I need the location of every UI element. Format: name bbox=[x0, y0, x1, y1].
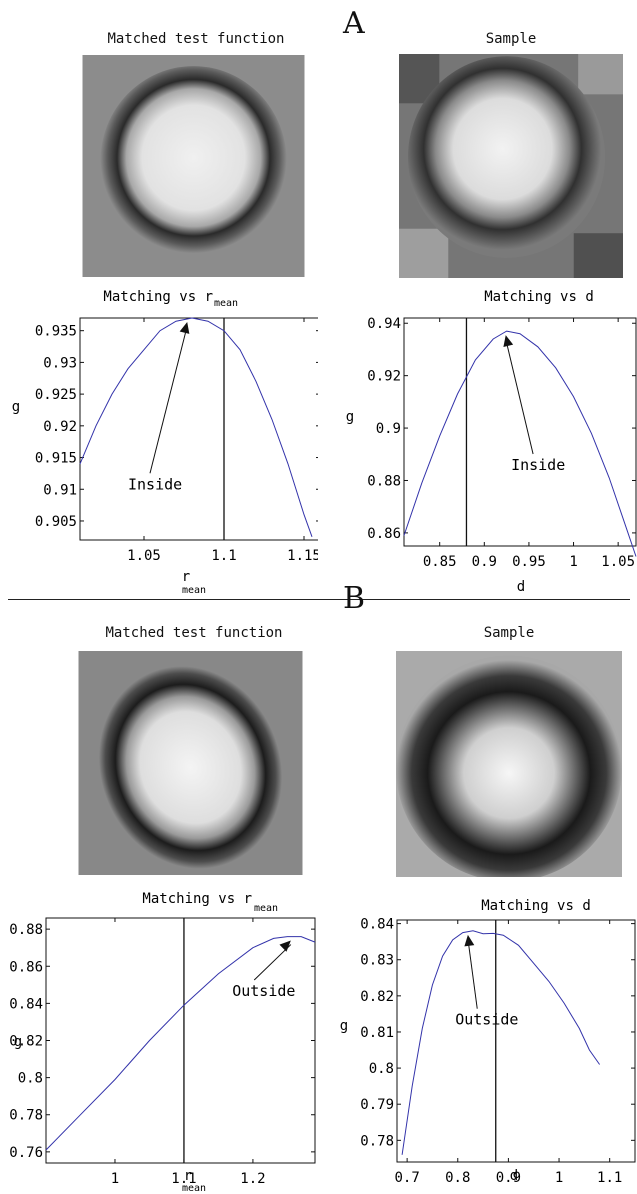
y-tick-label: 0.94 bbox=[367, 316, 401, 332]
x-tick-label: 0.95 bbox=[512, 554, 546, 570]
x-tick-label: 0.7 bbox=[394, 1170, 419, 1186]
y-tick-label: 0.79 bbox=[360, 1097, 394, 1113]
panel-letter-a: A bbox=[343, 6, 365, 41]
annotation-arrow-shaft bbox=[505, 338, 534, 455]
y-tick-label: 0.84 bbox=[360, 917, 394, 933]
chart-a-matching-vs-d: Matching vs d 0.85 0.9 0.95 1 1.050.860.880.… bbox=[346, 289, 637, 595]
y-tick-label: 0.84 bbox=[9, 996, 43, 1012]
y-tick-label: 0.92 bbox=[367, 369, 401, 385]
y-tick-label: 0.88 bbox=[9, 922, 43, 938]
image-title-sample-a: Sample bbox=[485, 31, 537, 47]
annotation-arrow-shaft bbox=[253, 944, 292, 981]
y-tick-label: 0.935 bbox=[35, 324, 77, 340]
matched-test-function-image-a bbox=[82, 55, 305, 277]
matched-test-function-image-b bbox=[78, 651, 303, 875]
axes-frame bbox=[45, 917, 316, 1164]
chart-title: Matching vs d bbox=[484, 289, 594, 305]
y-tick-label: 0.86 bbox=[9, 959, 43, 975]
y-tick-label: 0.78 bbox=[360, 1133, 394, 1149]
y-tick-label: 0.81 bbox=[360, 1025, 394, 1041]
x-tick-label: 1 bbox=[555, 1170, 563, 1186]
x-tick-label: 0.85 bbox=[423, 554, 457, 570]
annotation-arrow-head bbox=[179, 322, 190, 334]
annotation-label: Outside bbox=[232, 982, 295, 1000]
chart-title: Matching vs r bbox=[142, 891, 252, 907]
y-tick-label: 0.82 bbox=[9, 1034, 43, 1050]
chart-area: 1.05 1.1 1.15 0.905 0.91 0.915 0.92 0.925 0.93 0.… bbox=[35, 317, 318, 564]
chart-b-matching-vs-rmean: Matching vs r mean 1 1.1 1.2 0.76 0.78 0.8 0.8… bbox=[9, 891, 316, 1194]
y-tick-label: 0.86 bbox=[367, 526, 401, 542]
x-axis-label: d bbox=[510, 1168, 518, 1184]
x-tick-label: 0.9 bbox=[496, 1170, 521, 1186]
axes-frame bbox=[403, 317, 637, 547]
y-axis-label: g bbox=[12, 399, 20, 415]
y-tick-label: 0.92 bbox=[43, 419, 77, 435]
chart-title-sub: mean bbox=[254, 903, 278, 914]
chart-title: Matching vs d bbox=[481, 898, 591, 914]
axes-frame bbox=[79, 317, 318, 541]
x-tick-label: 0.9 bbox=[472, 554, 497, 570]
x-tick-label: 1.1 bbox=[171, 1171, 196, 1187]
y-tick-label: 0.78 bbox=[9, 1108, 43, 1124]
y-tick-label: 0.83 bbox=[360, 953, 394, 969]
series-line bbox=[79, 317, 313, 537]
chart-a-matching-vs-rmean: Matching vs r mean 1.05 1.1 1.15 0.905 0.91 0… bbox=[12, 289, 318, 596]
y-tick-label: 0.76 bbox=[9, 1145, 43, 1161]
sample-image-b bbox=[396, 651, 622, 877]
x-tick-label: 1 bbox=[111, 1171, 119, 1187]
y-tick-label: 0.925 bbox=[35, 387, 77, 403]
annotation-arrow-shaft bbox=[149, 325, 188, 474]
series-line bbox=[403, 330, 637, 557]
x-tick-label: 0.8 bbox=[445, 1170, 470, 1186]
annotation-arrow-head bbox=[279, 940, 291, 952]
y-tick-label: 0.915 bbox=[35, 451, 77, 467]
sample-image-a bbox=[399, 54, 623, 278]
chart-title: Matching vs r bbox=[103, 289, 213, 305]
x-axis-label-sub: mean bbox=[182, 585, 206, 596]
y-axis-label: g bbox=[340, 1018, 348, 1034]
x-axis-label: r bbox=[182, 569, 190, 585]
image-title-matched-test-function-a: Matched test function bbox=[107, 31, 285, 47]
y-tick-label: 0.9 bbox=[376, 421, 401, 437]
chart-area: 0.7 0.8 0.9 1 1.1 0.78 0.79 0.8 0.81 0.82 0.83 0.84… bbox=[360, 917, 636, 1186]
x-tick-label: 1.05 bbox=[601, 554, 635, 570]
y-axis-label: g bbox=[14, 1034, 22, 1050]
chart-area: 1 1.1 1.2 0.76 0.78 0.8 0.82 0.84 0.86 0.88 Outsid… bbox=[9, 917, 316, 1187]
x-axis-label: r bbox=[184, 1168, 192, 1184]
y-tick-label: 0.91 bbox=[43, 482, 77, 498]
panel-divider bbox=[8, 599, 630, 600]
y-tick-label: 0.8 bbox=[369, 1061, 394, 1077]
x-tick-label: 1.05 bbox=[127, 548, 161, 564]
chart-title-sub: mean bbox=[214, 298, 238, 309]
annotation-label: Inside bbox=[511, 456, 565, 474]
y-tick-label: 0.88 bbox=[367, 473, 401, 489]
x-tick-label: 1 bbox=[569, 554, 577, 570]
annotation-arrow-shaft bbox=[467, 938, 478, 1009]
x-tick-label: 1.1 bbox=[211, 548, 236, 564]
panel-letter-b: B bbox=[343, 581, 366, 616]
y-tick-label: 0.93 bbox=[43, 355, 77, 371]
x-axis-label: d bbox=[517, 579, 525, 595]
chart-area: 0.85 0.9 0.95 1 1.05 0.86 0.88 0.9 0.92 0.94 Insid… bbox=[367, 316, 637, 570]
x-axis-label-sub: mean bbox=[182, 1183, 206, 1194]
annotation-arrow-head bbox=[503, 335, 514, 347]
x-tick-label: 1.1 bbox=[597, 1170, 622, 1186]
y-tick-label: 0.905 bbox=[35, 514, 77, 530]
y-axis-label: g bbox=[346, 409, 354, 425]
axes-frame bbox=[396, 919, 636, 1163]
annotation-label: Inside bbox=[128, 475, 182, 493]
chart-b-matching-vs-d: Matching vs d 0.7 0.8 0.9 1 1.10.780.790.80.… bbox=[340, 898, 636, 1186]
y-tick-label: 0.8 bbox=[18, 1071, 43, 1087]
annotation-label: Outside bbox=[455, 1011, 518, 1029]
image-title-matched-test-function-b: Matched test function bbox=[105, 625, 283, 641]
x-tick-label: 1.2 bbox=[240, 1171, 265, 1187]
series-line bbox=[45, 936, 316, 1151]
series-line bbox=[401, 930, 601, 1155]
image-title-sample-b: Sample bbox=[483, 625, 535, 641]
annotation-arrow-head bbox=[464, 934, 475, 947]
y-tick-label: 0.82 bbox=[360, 989, 394, 1005]
x-tick-label: 1.15 bbox=[287, 548, 318, 564]
